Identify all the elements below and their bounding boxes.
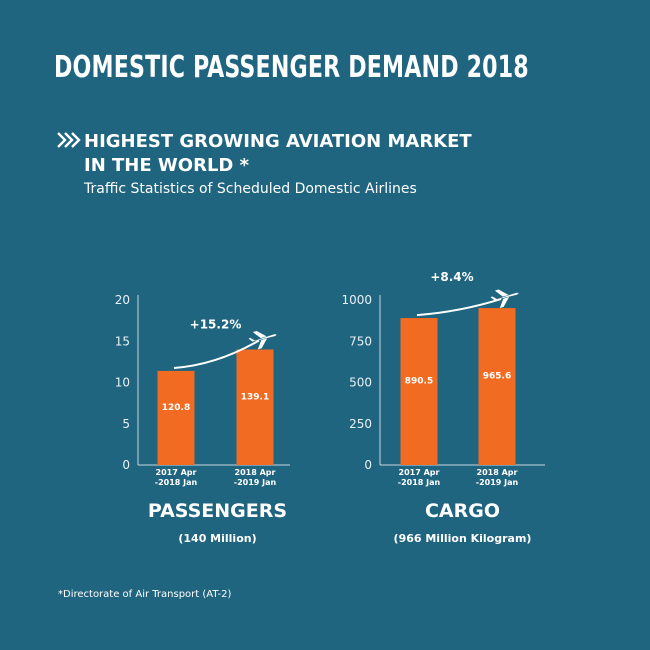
cargo-bar — [400, 318, 438, 465]
cargo-value-label: 890.5 — [405, 377, 433, 387]
cargo-category-label: -2019 Jan — [476, 478, 519, 487]
passengers-growth-arc — [173, 339, 260, 369]
passengers-caption: PASSENGERS (140 Million) — [125, 500, 310, 545]
passengers-category-label: 2017 Apr — [156, 468, 197, 477]
passengers-category-label: 2018 Apr — [235, 468, 276, 477]
cargo-growth-label: +8.4% — [430, 270, 473, 284]
subheading-line-1: HIGHEST GROWING AVIATION MARKET — [84, 131, 472, 152]
cargo-title: CARGO — [424, 500, 501, 522]
cargo-category-label: 2017 Apr — [399, 468, 440, 477]
passengers-subtitle: (140 Million) — [178, 532, 257, 545]
cargo-subtitle: (966 Million Kilogram) — [393, 532, 532, 545]
double-chevron-icon — [57, 132, 81, 148]
cargo-y-tick-label: 0 — [364, 458, 372, 472]
cargo-y-tick-label: 250 — [349, 417, 372, 431]
passengers-y-tick-label: 15 — [115, 334, 130, 348]
passengers-title: PASSENGERS — [147, 500, 288, 522]
airplane-icon — [490, 289, 519, 308]
description: Traffic Statistics of Scheduled Domestic… — [84, 181, 417, 197]
passengers-growth-label: +15.2% — [190, 318, 242, 332]
footnote: *Directorate of Air Transport (AT-2) — [58, 589, 232, 600]
cargo-y-tick-label: 1000 — [341, 293, 372, 307]
cargo-category-label: 2018 Apr — [477, 468, 518, 477]
page-title: DOMESTIC PASSENGER DEMAND 2018 — [54, 50, 529, 85]
cargo-growth-arc — [416, 298, 502, 317]
passengers-value-label: 139.1 — [241, 392, 269, 402]
passengers-bar — [157, 370, 195, 465]
passengers-y-tick-label: 5 — [122, 417, 130, 431]
subheading: HIGHEST GROWING AVIATION MARKET IN THE W… — [84, 130, 504, 178]
cargo-category-label: -2018 Jan — [398, 478, 441, 487]
cargo-caption: CARGO (966 Million Kilogram) — [365, 500, 560, 545]
passengers-bar — [236, 349, 274, 465]
passengers-y-tick-label: 20 — [115, 293, 130, 307]
passengers-category-label: -2019 Jan — [234, 478, 277, 487]
passengers-y-tick-label: 0 — [122, 458, 130, 472]
cargo-y-tick-label: 750 — [349, 334, 372, 348]
airplane-icon — [248, 330, 277, 350]
passengers-value-label: 120.8 — [162, 403, 190, 413]
subheading-line-2: IN THE WORLD * — [84, 155, 250, 176]
passengers-y-tick-label: 10 — [115, 376, 130, 390]
cargo-bar — [478, 308, 516, 465]
cargo-y-tick-label: 500 — [349, 376, 372, 390]
passengers-category-label: -2018 Jan — [155, 478, 198, 487]
cargo-value-label: 965.6 — [483, 372, 511, 382]
